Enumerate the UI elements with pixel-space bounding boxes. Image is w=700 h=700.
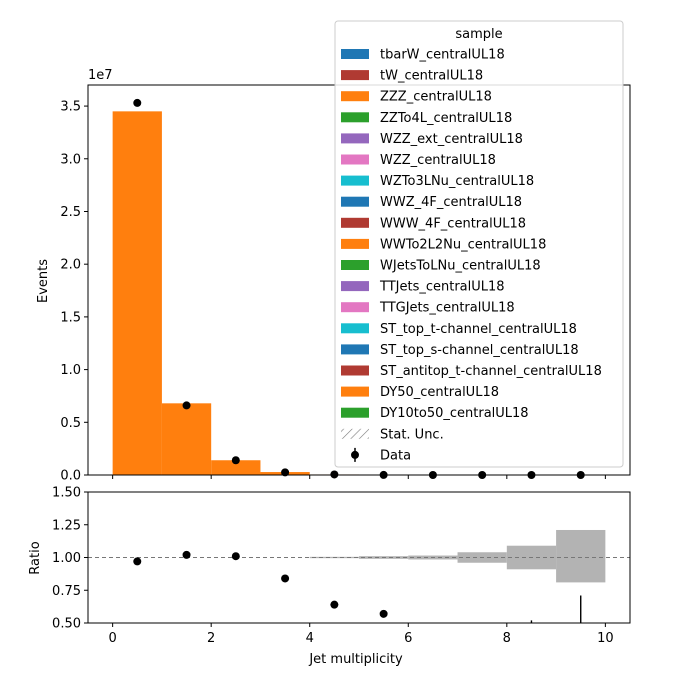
legend-data-marker	[351, 450, 359, 459]
legend-swatch-hatch	[341, 428, 369, 439]
legend-swatch	[341, 365, 369, 376]
y-tick-label: 0.5	[60, 416, 81, 431]
legend-entry-label: WZZ_ext_centralUL18	[380, 132, 523, 147]
x-tick-label: 0	[108, 631, 116, 646]
y-tick-label: 3.5	[60, 100, 81, 115]
legend-entry-label: ZZZ_centralUL18	[380, 90, 492, 105]
legend-swatch	[341, 281, 369, 292]
data-point	[281, 468, 290, 477]
legend-entry-label: TTJets_centralUL18	[379, 280, 505, 295]
legend-box	[334, 20, 624, 468]
legend-swatch	[341, 154, 369, 165]
x-tick-label: 6	[404, 631, 412, 646]
legend-entry-label: ZZTo4L_centralUL18	[380, 111, 512, 126]
legend-swatch	[341, 323, 369, 334]
legend-swatch	[341, 91, 369, 102]
legend-swatch	[341, 70, 369, 81]
legend-entry-label: WZTo3LNu_centralUL18	[380, 174, 534, 189]
x-axis-label: Jet multiplicity	[308, 652, 403, 667]
y-multiplier-label: 1e7	[88, 68, 113, 83]
ratio-y-tick-label: 0.75	[52, 584, 81, 599]
main-y-axis-label: Events	[36, 259, 51, 303]
legend-entry-label: tbarW_centralUL18	[380, 48, 505, 63]
legend-entry-label: ST_top_t-channel_centralUL18	[380, 322, 577, 337]
legend-entry-label: TTGJets_centralUL18	[379, 301, 515, 316]
legend-swatch	[341, 407, 369, 418]
legend-title: sample	[455, 27, 502, 42]
x-tick-label: 2	[207, 631, 215, 646]
legend-swatch	[341, 344, 369, 355]
x-tick-label: 4	[306, 631, 314, 646]
legend: sample tbarW_centralUL18 tW_centralUL18 ZZ…	[334, 20, 624, 468]
ratio-point	[379, 609, 388, 618]
legend-entry-label: DY50_centralUL18	[380, 385, 499, 400]
legend-swatch	[341, 196, 369, 207]
legend-entry-label: WZZ_centralUL18	[380, 153, 496, 168]
ratio-point	[330, 600, 339, 609]
legend-entry-label: ST_top_s-channel_centralUL18	[380, 343, 579, 358]
x-tick-label: 10	[597, 631, 614, 646]
y-tick-label: 3.0	[60, 152, 81, 167]
legend-swatch	[341, 49, 369, 59]
legend-swatch	[341, 133, 369, 144]
y-tick-label: 2.0	[60, 258, 81, 273]
x-tick-label: 8	[503, 631, 511, 646]
ratio-plot-frame	[87, 491, 631, 624]
stat-uncertainty-band	[556, 529, 606, 583]
ratio-y-tick-label: 1.25	[52, 518, 81, 533]
main-plot-panel: 0.0 0.5 1.0 1.5 2.0 2.5 3.0 3.5 1e7 Events	[36, 68, 631, 484]
legend-entry-label: Stat. Unc.	[380, 427, 444, 442]
data-point	[231, 456, 240, 465]
y-tick-label: 0.0	[60, 469, 81, 484]
y-tick-label: 1.0	[60, 363, 81, 378]
legend-swatch	[341, 217, 369, 228]
ratio-plot-panel: 0.50 0.75 1.00 1.25 1.50 0 2 4 6 8 10 Ratio Jet m…	[28, 486, 631, 667]
ratio-point	[281, 574, 290, 583]
legend-swatch	[341, 238, 369, 249]
ratio-point	[133, 557, 142, 566]
legend-entry-label: Data	[380, 448, 411, 463]
ratio-y-axis-label: Ratio	[28, 541, 43, 574]
legend-entry-label: WWZ_4F_centralUL18	[380, 195, 522, 210]
legend-entry-label: DY10to50_centralUL18	[380, 406, 529, 421]
legend-entry-label: ST_antitop_t-channel_centralUL18	[380, 364, 602, 379]
histogram-bar	[112, 111, 162, 475]
legend-entry-label: tW_centralUL18	[380, 69, 483, 84]
ratio-y-tick-label: 0.50	[52, 617, 81, 632]
legend-swatch	[341, 112, 369, 123]
legend-entry-label: WWTo2L2Nu_centralUL18	[380, 237, 546, 252]
data-point	[330, 470, 339, 479]
y-tick-label: 1.5	[60, 310, 81, 325]
ratio-y-tick-label: 1.00	[52, 551, 81, 566]
data-point	[182, 401, 191, 410]
legend-swatch	[341, 386, 369, 397]
data-point	[133, 98, 142, 107]
ratio-y-tick-label: 1.50	[52, 486, 81, 501]
ratio-point	[231, 552, 240, 561]
legend-swatch	[341, 175, 369, 186]
legend-swatch	[341, 260, 369, 270]
legend-swatch	[341, 302, 369, 313]
ratio-point	[182, 550, 191, 559]
histogram-bar	[161, 403, 212, 475]
y-tick-label: 2.5	[60, 205, 81, 220]
legend-entry-label: WWW_4F_centralUL18	[380, 216, 526, 231]
histogram-bar	[211, 460, 261, 475]
legend-entry-label: WJetsToLNu_centralUL18	[380, 259, 541, 274]
